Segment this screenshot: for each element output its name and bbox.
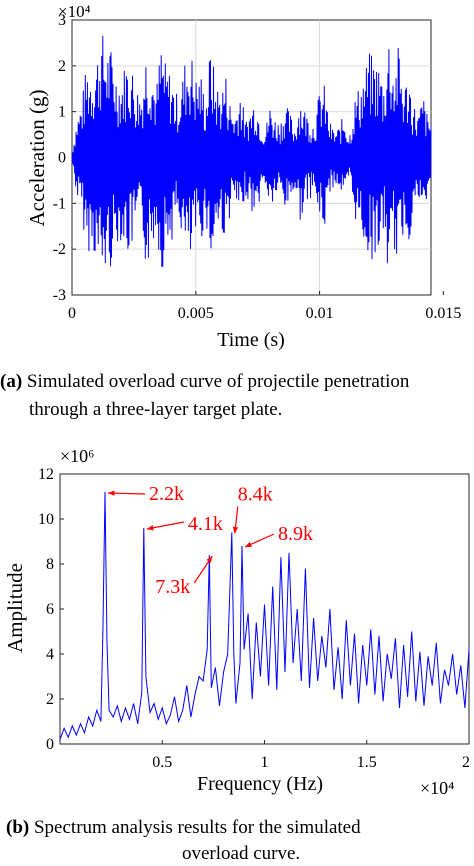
x-axis-label: Frequency (Hz) bbox=[197, 773, 323, 795]
annotation-label: 2.2k bbox=[149, 483, 184, 505]
x-tick-label: 1.5 bbox=[357, 754, 377, 771]
y-tick-label: 1 bbox=[58, 104, 66, 121]
y-axis-label: Acceleration (g) bbox=[25, 89, 49, 226]
x-tick-labels: 0.5 1 1.5 2 bbox=[152, 754, 470, 771]
x-tick-label: 0.5 bbox=[152, 754, 172, 771]
x-tick-label: 1 bbox=[261, 754, 269, 771]
annotation-label: 8.9k bbox=[278, 523, 313, 545]
annotation-label: 7.3k bbox=[155, 576, 190, 598]
tick-marks bbox=[71, 19, 444, 296]
x-tick-label: 0.005 bbox=[178, 305, 214, 322]
annotation-3: 8.4k bbox=[232, 484, 273, 534]
y-tick-labels: 0 2 4 6 8 10 12 bbox=[38, 466, 54, 753]
annotation-0: 2.2k bbox=[107, 483, 184, 505]
y-tick-labels: -3 -2 -1 0 1 2 3 bbox=[53, 12, 66, 304]
y-tick-label: 0 bbox=[46, 736, 54, 753]
x-multiplier-label: ×10⁴ bbox=[420, 778, 454, 798]
y-axis-label: Amplitude bbox=[3, 563, 27, 653]
caption-b-text: Spectrum analysis results for the simula… bbox=[33, 817, 361, 838]
annotation-arrowhead bbox=[232, 526, 239, 534]
acceleration-chart: 0 0.005 0.01 0.015 -3 -2 -1 0 1 2 3 ×10⁴ Time (s)… bbox=[25, 2, 461, 350]
caption-b-line1: (b) Spectrum analysis results for the si… bbox=[6, 815, 474, 840]
peak-annotations: 2.2k4.1k 7.3k 8.4k8.9k bbox=[107, 483, 313, 598]
annotation-arrowhead bbox=[107, 490, 115, 496]
spectrum-series-line bbox=[59, 491, 470, 740]
y-tick-label: 12 bbox=[38, 466, 54, 483]
x-tick-label: 2 bbox=[462, 754, 470, 771]
y-tick-label: 8 bbox=[46, 556, 54, 573]
annotation-arrowhead bbox=[146, 525, 154, 531]
caption-a-text: Simulated overload curve of projectile p… bbox=[26, 371, 410, 392]
x-tick-label: 0 bbox=[68, 305, 76, 322]
x-tick-label: 0.015 bbox=[425, 305, 461, 322]
y-multiplier-label: ×10⁶ bbox=[60, 446, 94, 466]
annotation-2: 7.3k bbox=[155, 555, 213, 598]
caption-a-label: (a) bbox=[0, 371, 23, 392]
annotation-1: 4.1k bbox=[146, 513, 223, 535]
y-tick-label: 2 bbox=[46, 691, 54, 708]
caption-b-label: (b) bbox=[6, 817, 30, 838]
tick-marks bbox=[60, 473, 470, 745]
y-tick-label: 10 bbox=[38, 511, 54, 528]
y-tick-label: 2 bbox=[58, 58, 66, 75]
x-tick-labels: 0 0.005 0.01 0.015 bbox=[68, 305, 461, 322]
caption-a-line2: through a three-layer target plate. bbox=[29, 399, 283, 420]
y-tick-label: 4 bbox=[46, 646, 54, 663]
annotation-label: 8.4k bbox=[238, 484, 273, 506]
caption-b-line2: overload curve. bbox=[182, 843, 301, 864]
annotation-arrowhead bbox=[206, 556, 213, 563]
annotation-label: 4.1k bbox=[188, 513, 223, 535]
y-tick-label: -2 bbox=[53, 241, 66, 258]
acceleration-series-line bbox=[71, 35, 432, 267]
y-tick-label: -3 bbox=[53, 287, 66, 304]
y-tick-label: 0 bbox=[58, 150, 66, 167]
caption-a-line1: (a) Simulated overload curve of projecti… bbox=[0, 369, 474, 394]
x-tick-label: 0.01 bbox=[306, 305, 334, 322]
annotation-arrowhead bbox=[245, 541, 253, 547]
y-tick-label: 6 bbox=[46, 601, 54, 618]
y-tick-label: 3 bbox=[58, 12, 66, 29]
y-tick-label: -1 bbox=[53, 195, 66, 212]
annotation-4: 8.9k bbox=[244, 523, 313, 548]
x-axis-label: Time (s) bbox=[217, 329, 285, 350]
y-multiplier-label: ×10⁴ bbox=[58, 2, 91, 21]
